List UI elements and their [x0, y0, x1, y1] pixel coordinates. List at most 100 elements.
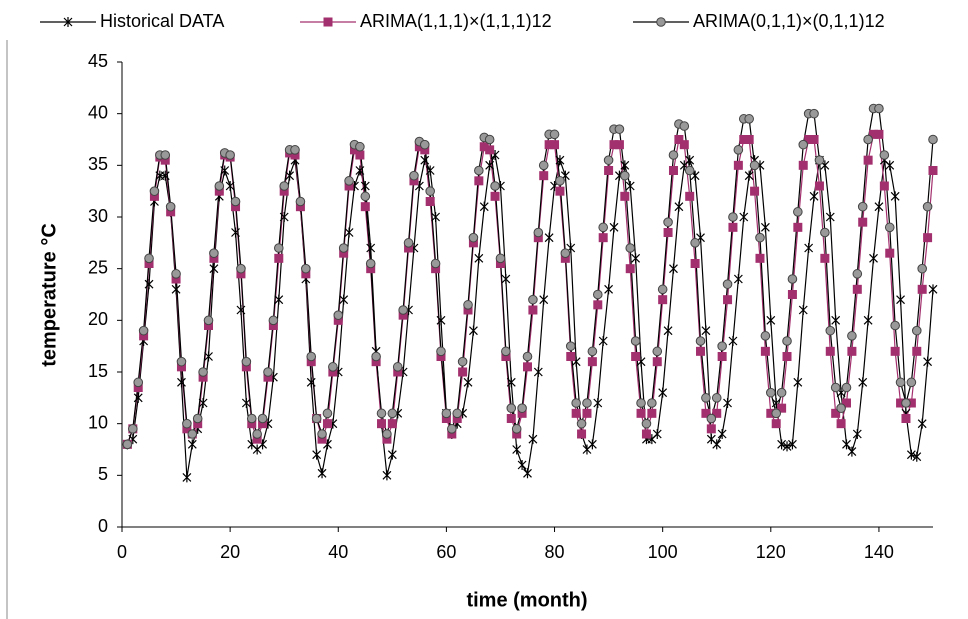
square-marker: [560, 253, 570, 263]
circle-marker: [538, 160, 549, 171]
circle-marker: [917, 263, 927, 274]
asterisk-marker: [842, 439, 851, 450]
square-marker: [533, 233, 543, 243]
square-marker: [506, 414, 516, 423]
square-marker: [831, 408, 841, 418]
square-marker: [252, 434, 262, 444]
circle-marker: [511, 424, 522, 434]
circle-marker: [333, 310, 344, 320]
circle-marker: [782, 336, 792, 346]
square-marker: [777, 403, 787, 413]
circle-marker: [246, 413, 257, 424]
square-marker: [436, 352, 446, 361]
square-marker: [414, 142, 424, 152]
asterisk-marker: [544, 232, 554, 243]
asterisk-marker: [788, 439, 797, 450]
circle-marker: [830, 382, 841, 393]
circle-marker: [452, 408, 463, 419]
asterisk-marker: [652, 429, 662, 439]
circle-marker: [744, 114, 754, 124]
square-marker: [847, 346, 857, 356]
legend-label: Historical DATA: [100, 11, 224, 31]
circle-marker: [506, 403, 517, 413]
asterisk-marker: [355, 165, 365, 176]
square-marker: [241, 362, 251, 372]
asterisk-marker: [236, 305, 246, 315]
circle-marker: [306, 351, 317, 362]
square-marker: [409, 176, 419, 186]
square-marker: [512, 429, 522, 439]
square-marker: [890, 346, 900, 356]
circle-marker: [641, 418, 652, 429]
circle-marker: [776, 387, 787, 398]
circle-marker: [652, 346, 663, 357]
circle-marker: [403, 238, 414, 248]
y-tick-label: 30: [88, 206, 108, 226]
asterisk-marker: [360, 181, 370, 191]
asterisk-marker: [766, 315, 776, 326]
square-marker: [733, 160, 743, 170]
circle-marker: [398, 305, 408, 315]
y-tick-label: 45: [88, 51, 108, 71]
circle-marker: [138, 325, 149, 336]
square-marker: [339, 248, 349, 258]
square-marker: [268, 321, 278, 330]
asterisk-marker: [501, 274, 511, 284]
square-marker: [901, 414, 911, 423]
circle-marker: [722, 279, 733, 289]
circle-marker: [376, 408, 387, 419]
square-marker: [582, 408, 592, 418]
square-marker: [301, 269, 311, 279]
asterisk-marker: [225, 181, 235, 191]
circle-marker: [182, 418, 192, 429]
circle-marker: [560, 248, 571, 258]
x-tick-label: 80: [545, 542, 565, 562]
circle-marker: [760, 331, 771, 341]
square-marker: [539, 171, 549, 181]
asterisk-marker: [366, 243, 376, 253]
y-tick-label: 35: [88, 154, 108, 174]
square-marker: [349, 145, 359, 155]
square-marker: [577, 429, 587, 439]
square-marker: [355, 150, 365, 160]
square-marker: [204, 321, 214, 330]
circle-marker: [263, 367, 273, 377]
circle-marker: [863, 134, 873, 145]
square-marker: [447, 429, 457, 439]
circle-marker: [447, 424, 457, 434]
square-marker: [744, 135, 754, 144]
circle-marker: [798, 139, 809, 150]
circle-marker: [484, 134, 495, 145]
asterisk-marker: [739, 212, 749, 222]
legend-item: Historical DATA: [40, 11, 224, 31]
asterisk-marker: [387, 449, 397, 460]
circle-marker: [311, 413, 322, 424]
circle-marker: [684, 165, 695, 176]
asterisk-marker: [852, 429, 862, 439]
asterisk-marker: [863, 315, 873, 326]
asterisk-marker: [317, 468, 327, 479]
circle-marker: [322, 408, 333, 419]
asterisk-marker: [344, 227, 354, 238]
square-marker: [176, 362, 186, 372]
asterisk-marker: [825, 212, 835, 222]
square-marker: [544, 140, 554, 150]
square-marker: [377, 419, 387, 429]
square-marker: [820, 253, 830, 263]
square-marker: [593, 300, 603, 310]
circle-marker: [522, 351, 533, 362]
square-marker: [133, 383, 143, 392]
circle-marker: [836, 403, 846, 413]
asterisk-marker: [436, 315, 446, 326]
circle-marker: [565, 341, 576, 351]
square-marker: [144, 259, 154, 268]
square-marker: [793, 222, 803, 232]
circle-marker: [149, 186, 160, 196]
circle-marker: [122, 439, 133, 450]
square-marker: [198, 372, 208, 382]
square-marker: [841, 398, 851, 408]
asterisk-marker: [858, 377, 868, 388]
square-marker: [706, 424, 716, 434]
circle-marker: [338, 243, 349, 253]
square-marker: [523, 362, 532, 372]
